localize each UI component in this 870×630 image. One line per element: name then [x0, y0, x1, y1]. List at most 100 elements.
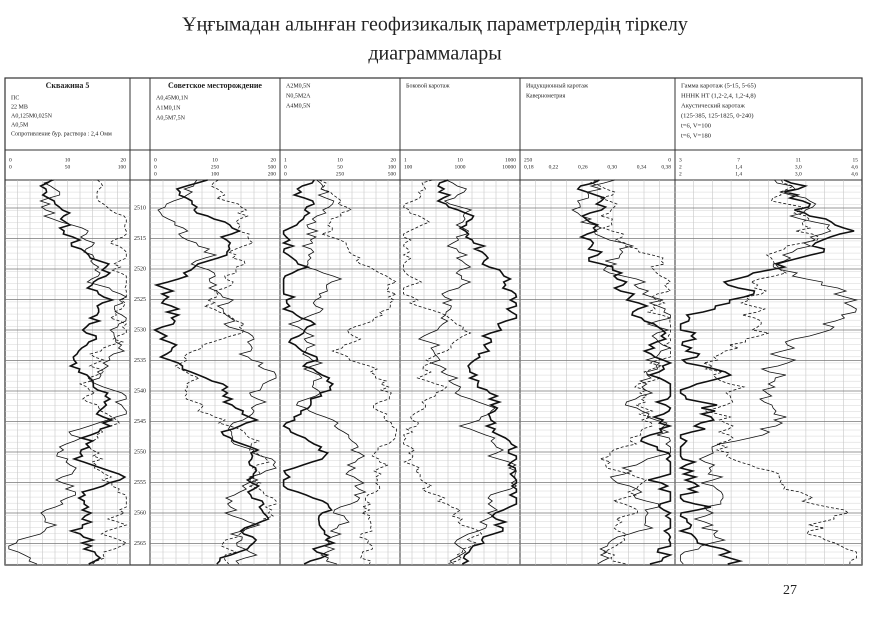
scale-label: 50	[337, 164, 343, 170]
track-title: Советское месторождение	[168, 81, 262, 90]
scale-label: 0,38	[661, 164, 671, 170]
scale-label: 10	[457, 157, 463, 163]
depth-label: 2545	[134, 419, 146, 425]
track-label: Гамма каротаж (5-15, 5-65)	[681, 82, 756, 89]
scale-label: 10	[212, 157, 218, 163]
scale-label: 100	[118, 164, 127, 170]
track-label: Боковой каротаж	[406, 82, 450, 89]
title-line: Ұңғымадан алынған геофизикалық параметрл…	[182, 14, 688, 36]
scale-label: 3	[679, 157, 682, 163]
depth-label: 2525	[134, 297, 146, 303]
track-label: t=6, V=180	[681, 132, 711, 139]
track-label: Кавернометрия	[526, 93, 566, 99]
log-curve	[152, 179, 270, 565]
scale-label: 11	[796, 157, 802, 163]
scale-label: 2	[679, 164, 682, 170]
log-curve	[174, 179, 277, 565]
scale-label: 3,0	[795, 164, 802, 170]
depth-label: 2535	[134, 358, 146, 364]
scale-label: 1,4	[735, 164, 742, 170]
log-curve	[281, 179, 337, 565]
scale-label: 20	[271, 157, 277, 163]
scale-label: 0	[284, 171, 287, 177]
scale-label: 1000	[505, 157, 516, 163]
track-label: ПС	[11, 95, 19, 101]
track-label: (125-385, 125-1825, 0-240)	[681, 112, 754, 119]
scale-label: 0	[154, 157, 157, 163]
scale-label: 10	[337, 157, 343, 163]
log-curve	[571, 179, 672, 565]
log-curve	[417, 179, 518, 565]
track-label: А0,5М	[11, 122, 29, 128]
depth-label: 2540	[134, 388, 146, 394]
scale-label: 0	[154, 164, 157, 170]
track-label: N0,5М2А	[286, 93, 311, 99]
scale-label: 100	[211, 171, 220, 177]
log-curve	[78, 179, 128, 565]
log-curve	[157, 179, 277, 565]
scale-label: 3,0	[795, 171, 802, 177]
track-label: А0,125М0,025N	[11, 113, 53, 119]
scale-label: 2	[679, 171, 682, 177]
depth-label: 2520	[134, 266, 146, 272]
depth-label: 2510	[134, 205, 146, 211]
depth-label: 2550	[134, 449, 146, 455]
scale-label: 20	[391, 157, 397, 163]
log-curve	[589, 179, 672, 565]
scale-label: 500	[268, 164, 277, 170]
scale-label: 1000	[455, 164, 466, 170]
scale-label: 0	[9, 157, 12, 163]
scale-label: 10	[65, 157, 71, 163]
scale-label: 100	[388, 164, 397, 170]
scale-label: 10000	[502, 164, 516, 170]
track-label: Акустический каротаж	[681, 102, 745, 109]
log-curve	[38, 179, 127, 565]
log-curve	[287, 179, 367, 565]
track-label: А4М0,5N	[286, 103, 311, 109]
scale-label: 200	[268, 171, 277, 177]
depth-label: 2530	[134, 327, 146, 333]
scale-label: 250	[336, 171, 345, 177]
track-label: Индукционный каротаж	[526, 82, 589, 89]
scale-label: 20	[121, 157, 127, 163]
scale-label: 1,4	[735, 171, 742, 177]
track-label: А1М0,1N	[156, 105, 181, 111]
scale-label: 50	[65, 164, 71, 170]
scale-label: 7	[737, 157, 740, 163]
track-label: А0,45М0,1N	[156, 95, 189, 101]
depth-label: 2560	[134, 510, 146, 516]
scale-label: 4,6	[851, 164, 858, 170]
scale-label: 0,34	[637, 164, 647, 170]
track-label: t=6, V=100	[681, 122, 711, 129]
scale-label: 0,22	[549, 164, 559, 170]
log-curve	[318, 179, 398, 565]
log-curve	[436, 179, 519, 565]
track-label: НННК НТ (1,2-2,4, 1,2-4,8)	[681, 92, 756, 99]
log-curve	[8, 179, 128, 565]
scale-label: 100	[404, 164, 413, 170]
log-curve	[680, 179, 858, 565]
scale-label: 0	[154, 171, 157, 177]
track-title: Скважина 5	[46, 81, 90, 90]
depth-label: 2515	[134, 236, 146, 242]
scale-label: 1	[284, 157, 287, 163]
log-curve	[701, 179, 857, 565]
scale-label: 500	[388, 171, 397, 177]
scale-label: 4,6	[851, 171, 858, 177]
scale-label: 0,18	[524, 164, 534, 170]
log-curve	[576, 179, 673, 565]
depth-label: 2555	[134, 480, 146, 486]
scale-label: 250	[524, 157, 533, 163]
depth-label: 2565	[134, 541, 146, 547]
track-label: Сопротивление бур. раствора : 2,4 Омм	[11, 130, 112, 137]
track-label: А0,5М7,5N	[156, 115, 186, 121]
scale-label: 0,26	[578, 164, 588, 170]
page-number: 27	[783, 583, 797, 598]
scale-label: 1	[404, 157, 407, 163]
scale-label: 15	[853, 157, 859, 163]
scale-label: 0,30	[607, 164, 617, 170]
title-line: диаграммалары	[368, 43, 501, 65]
log-curve	[402, 179, 483, 565]
